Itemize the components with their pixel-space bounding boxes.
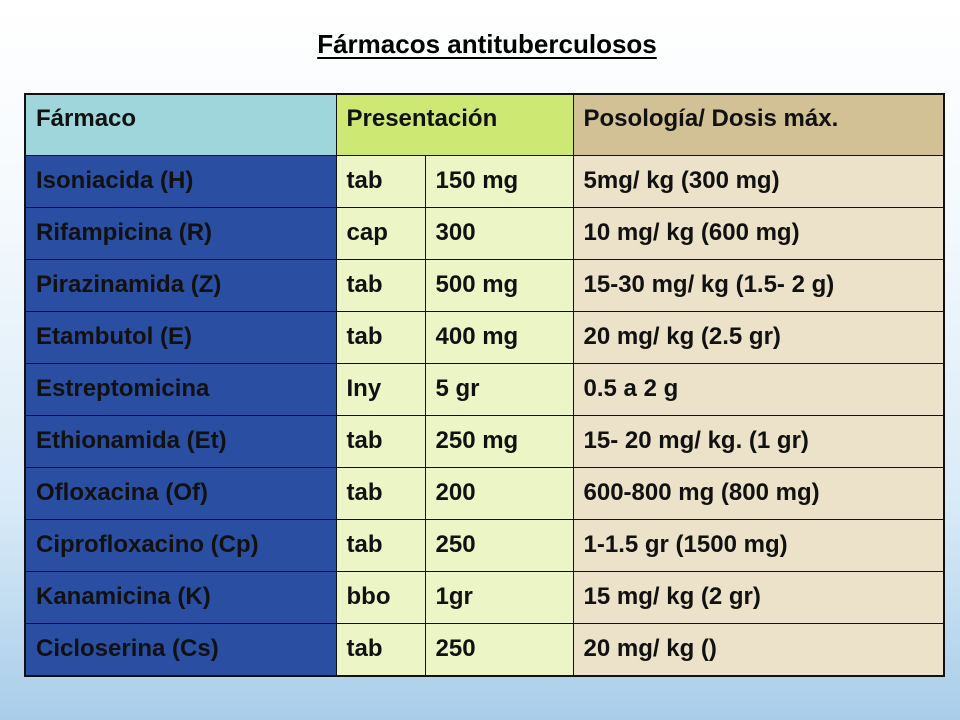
cell-forma: bbo: [335, 570, 426, 624]
drug-table: Fármaco Presentación Posología/ Dosis má…: [24, 93, 946, 677]
cell-forma: tab: [335, 518, 426, 572]
table-row: Kanamicina (K) bbo 1gr 15 mg/ kg (2 gr): [24, 570, 945, 624]
cell-posologia: 20 mg/ kg (2.5 gr): [572, 310, 945, 364]
cell-dosis: 200: [424, 466, 574, 520]
cell-dosis: 250 mg: [424, 414, 574, 468]
header-posologia: Posología/ Dosis máx.: [572, 93, 945, 156]
cell-posologia: 5mg/ kg (300 mg): [572, 154, 945, 208]
cell-farmaco: Rifampicina (R): [24, 206, 337, 260]
cell-forma: tab: [335, 466, 426, 520]
cell-farmaco: Ofloxacina (Of): [24, 466, 337, 520]
cell-forma: Iny: [335, 362, 426, 416]
slide-title: Fármacos antituberculosos: [317, 29, 657, 59]
table-row: Ofloxacina (Of) tab 200 600-800 mg (800 …: [24, 466, 945, 520]
cell-farmaco: Ethionamida (Et): [24, 414, 337, 468]
cell-posologia: 15- 20 mg/ kg. (1 gr): [572, 414, 945, 468]
cell-forma: tab: [335, 154, 426, 208]
table-header-row: Fármaco Presentación Posología/ Dosis má…: [24, 93, 945, 156]
cell-dosis: 250: [424, 622, 574, 676]
table-row: Pirazinamida (Z) tab 500 mg 15-30 mg/ kg…: [24, 258, 945, 312]
cell-dosis: 500 mg: [424, 258, 574, 312]
cell-posologia: 20 mg/ kg (): [572, 622, 945, 676]
table-row: Estreptomicina Iny 5 gr 0.5 a 2 g: [24, 362, 945, 416]
cell-farmaco: Ciprofloxacino (Cp): [24, 518, 337, 572]
table-row: Cicloserina (Cs) tab 250 20 mg/ kg (): [24, 622, 945, 676]
cell-forma: tab: [335, 622, 426, 676]
cell-posologia: 15-30 mg/ kg (1.5- 2 g): [572, 258, 945, 312]
cell-forma: tab: [335, 414, 426, 468]
cell-farmaco: Isoniacida (H): [24, 154, 337, 208]
cell-dosis: 400 mg: [424, 310, 574, 364]
cell-dosis: 300: [424, 206, 574, 260]
cell-dosis: 1gr: [424, 570, 574, 624]
cell-farmaco: Kanamicina (K): [24, 570, 337, 624]
table-row: Etambutol (E) tab 400 mg 20 mg/ kg (2.5 …: [24, 310, 945, 364]
cell-posologia: 1-1.5 gr (1500 mg): [572, 518, 945, 572]
cell-posologia: 10 mg/ kg (600 mg): [572, 206, 945, 260]
cell-dosis: 250: [424, 518, 574, 572]
table-row: Isoniacida (H) tab 150 mg 5mg/ kg (300 m…: [24, 154, 945, 208]
cell-dosis: 5 gr: [424, 362, 574, 416]
header-farmaco: Fármaco: [24, 93, 337, 156]
cell-posologia: 0.5 a 2 g: [572, 362, 945, 416]
header-presentacion: Presentación: [335, 93, 574, 156]
cell-dosis: 150 mg: [424, 154, 574, 208]
cell-farmaco: Cicloserina (Cs): [24, 622, 337, 676]
cell-forma: tab: [335, 258, 426, 312]
cell-forma: tab: [335, 310, 426, 364]
cell-farmaco: Estreptomicina: [24, 362, 337, 416]
cell-farmaco: Etambutol (E): [24, 310, 337, 364]
table-row: Ethionamida (Et) tab 250 mg 15- 20 mg/ k…: [24, 414, 945, 468]
table-row: Rifampicina (R) cap 300 10 mg/ kg (600 m…: [24, 206, 945, 260]
cell-posologia: 15 mg/ kg (2 gr): [572, 570, 945, 624]
cell-forma: cap: [335, 206, 426, 260]
cell-posologia: 600-800 mg (800 mg): [572, 466, 945, 520]
table-row: Ciprofloxacino (Cp) tab 250 1-1.5 gr (15…: [24, 518, 945, 572]
cell-farmaco: Pirazinamida (Z): [24, 258, 337, 312]
